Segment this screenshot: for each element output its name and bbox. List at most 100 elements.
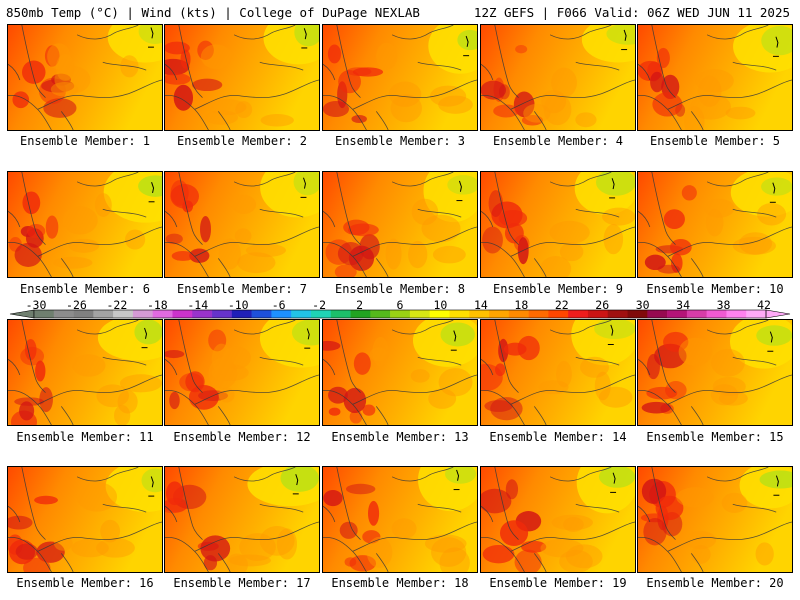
ensemble-member-label: Ensemble Member: 9 [492,282,624,296]
colorbar-tick-label: 26 [595,298,610,312]
colorbar-swatch [291,310,312,318]
colorbar-tick-label: -22 [106,298,128,312]
ensemble-member-label: Ensemble Member: 16 [16,576,154,590]
ensemble-member-map [480,319,636,426]
colorbar-tick-label: 18 [514,298,529,312]
ensemble-member-map [7,171,163,278]
ensemble-member-label: Ensemble Member: 10 [646,282,784,296]
ensemble-member-label: Ensemble Member: 4 [492,134,624,148]
ensemble-member-label: Ensemble Member: 11 [16,430,154,444]
colorbar-swatch [469,310,490,318]
colorbar-tick-label: 38 [716,298,731,312]
colorbar-swatch [231,310,252,318]
ensemble-member-label: Ensemble Member: 5 [649,134,781,148]
ensemble-member-map [322,171,478,278]
colorbar-swatch [390,310,411,318]
colorbar-swatch [686,310,707,318]
colorbar-swatch [429,310,450,318]
ensemble-member-label: Ensemble Member: 20 [646,576,784,590]
colorbar-swatch [172,310,193,318]
ensemble-member-label: Ensemble Member: 1 [19,134,151,148]
map-title: 850mb Temp (°C) | Wind (kts) | College o… [6,5,420,20]
ensemble-member-label: Ensemble Member: 17 [173,576,311,590]
colorbar-swatch [212,310,233,318]
ensemble-member-map [322,466,478,573]
colorbar-swatch [251,310,272,318]
colorbar-tick-label: -18 [146,298,168,312]
colorbar-tick-label: 2 [356,298,364,312]
model-valid-time: 12Z GEFS | F066 Valid: 06Z WED JUN 11 20… [473,5,790,20]
ensemble-member-map [164,319,320,426]
ensemble-member-map [164,171,320,278]
ensemble-member-label: Ensemble Member: 8 [334,282,466,296]
colorbar-tick-label: -10 [227,298,249,312]
colorbar-swatch [706,310,727,318]
ensemble-member-map [637,171,793,278]
colorbar-swatch [132,310,154,318]
colorbar-tick-label: -6 [271,298,286,312]
ensemble-member-map [322,319,478,426]
colorbar-swatch [34,310,55,318]
colorbar-swatch [627,310,648,318]
colorbar-swatch [587,310,609,318]
colorbar-swatch [746,310,767,318]
colorbar-tick-label: -30 [25,298,47,312]
colorbar-tick-label: 22 [554,298,569,312]
ensemble-member-label: Ensemble Member: 18 [331,576,469,590]
ensemble-member-label: Ensemble Member: 2 [176,134,308,148]
colorbar-tick-label: 10 [433,298,448,312]
colorbar-swatch [528,310,549,318]
colorbar-swatch [726,310,747,318]
colorbar-tick-label: 30 [635,298,650,312]
ensemble-member-label: Ensemble Member: 12 [173,430,311,444]
colorbar-swatch [548,310,569,318]
colorbar-tick-label: 14 [473,298,488,312]
ensemble-member-label: Ensemble Member: 19 [489,576,627,590]
colorbar-swatch [409,310,430,318]
ensemble-member-map [322,24,478,131]
ensemble-member-map [164,24,320,131]
ensemble-member-map [164,466,320,573]
ensemble-member-label: Ensemble Member: 3 [334,134,466,148]
colorbar-swatch [449,310,470,318]
ensemble-member-label: Ensemble Member: 7 [176,282,308,296]
colorbar-swatch [489,310,510,318]
ensemble-member-map [637,319,793,426]
colorbar-tick-label: -14 [187,298,209,312]
ensemble-member-map [637,24,793,131]
ensemble-member-label: Ensemble Member: 15 [646,430,784,444]
colorbar-swatch [53,310,74,318]
colorbar-swatch [330,310,351,318]
ensemble-member-label: Ensemble Member: 13 [331,430,469,444]
colorbar-swatch [667,310,688,318]
ensemble-member-map [480,24,636,131]
colorbar-swatch [271,310,292,318]
ensemble-member-map [480,466,636,573]
ensemble-member-map [637,466,793,573]
colorbar-swatch [93,310,114,318]
ensemble-member-label: Ensemble Member: 6 [19,282,151,296]
ensemble-member-map [480,171,636,278]
temperature-colorbar [9,309,791,319]
colorbar-swatch [152,310,173,318]
colorbar-tick-label: -26 [66,298,87,312]
colorbar-swatch [113,310,134,318]
colorbar-swatch [192,310,213,318]
colorbar-swatch [370,310,391,318]
colorbar-swatch [310,310,332,318]
ensemble-member-map [7,24,163,131]
colorbar-outline [33,309,767,319]
colorbar-swatch [568,310,589,318]
colorbar-tick-label: 6 [396,298,404,312]
colorbar-swatch [350,310,371,318]
ensemble-member-label: Ensemble Member: 14 [489,430,627,444]
colorbar-swatch [73,310,94,318]
ensemble-member-map [7,466,163,573]
colorbar-tick-label: -2 [312,298,327,312]
colorbar-swatch [508,310,529,318]
colorbar-tick-label: 42 [757,298,771,312]
colorbar-tick-label: 34 [676,298,691,312]
colorbar-swatch [647,310,668,318]
colorbar-swatch [607,310,628,318]
ensemble-member-map [7,319,163,426]
